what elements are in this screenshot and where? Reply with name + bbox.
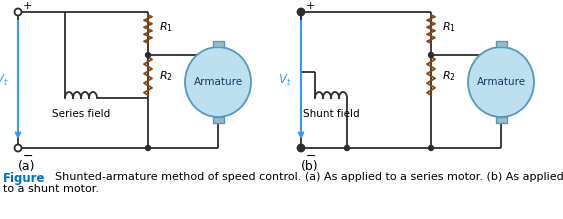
Text: Armature: Armature [194,77,243,87]
Text: to a shunt motor.: to a shunt motor. [3,184,99,194]
Text: +: + [306,1,315,11]
Text: −: − [306,150,316,163]
Circle shape [145,53,150,58]
Circle shape [15,9,21,16]
Text: $R_1$: $R_1$ [159,20,173,34]
Text: Shunted-armature method of speed control. (a) As applied to a series motor. (b) : Shunted-armature method of speed control… [55,172,563,182]
Circle shape [298,145,303,150]
Circle shape [145,145,150,150]
Ellipse shape [185,47,251,117]
Text: Series field: Series field [52,109,110,119]
Circle shape [428,145,434,150]
Circle shape [345,145,350,150]
Circle shape [297,145,305,152]
Circle shape [298,9,303,14]
Ellipse shape [468,47,534,117]
Text: Figure: Figure [3,172,46,185]
Text: Shunt field: Shunt field [303,109,359,119]
Text: $V_t$: $V_t$ [0,72,9,88]
Text: −: − [23,150,34,163]
Text: $R_2$: $R_2$ [442,69,456,83]
FancyBboxPatch shape [212,41,224,47]
Text: (b): (b) [301,160,319,173]
Text: $R_1$: $R_1$ [442,20,456,34]
FancyBboxPatch shape [495,41,507,47]
Circle shape [297,9,305,16]
FancyBboxPatch shape [495,117,507,123]
Text: Armature: Armature [476,77,526,87]
Text: (a): (a) [18,160,35,173]
Circle shape [428,53,434,58]
FancyBboxPatch shape [212,117,224,123]
Text: +: + [23,1,33,11]
Circle shape [15,145,21,152]
Text: $V_t$: $V_t$ [279,72,292,88]
Text: $R_2$: $R_2$ [159,69,173,83]
